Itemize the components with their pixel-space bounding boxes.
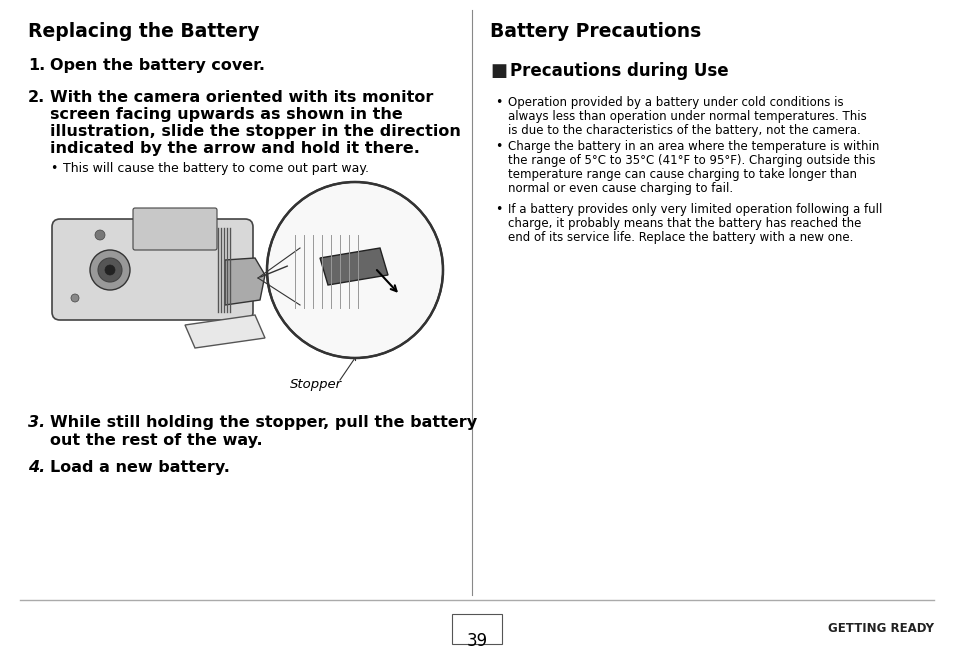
Text: With the camera oriented with its monitor: With the camera oriented with its monito… xyxy=(50,90,433,105)
Text: While still holding the stopper, pull the battery: While still holding the stopper, pull th… xyxy=(50,415,476,430)
Circle shape xyxy=(95,230,105,240)
Text: Operation provided by a battery under cold conditions is: Operation provided by a battery under co… xyxy=(507,96,842,109)
Circle shape xyxy=(98,258,122,282)
Text: temperature range can cause charging to take longer than: temperature range can cause charging to … xyxy=(507,168,856,181)
Circle shape xyxy=(267,182,442,358)
FancyBboxPatch shape xyxy=(452,614,501,644)
Text: illustration, slide the stopper in the direction: illustration, slide the stopper in the d… xyxy=(50,124,460,139)
Text: end of its service life. Replace the battery with a new one.: end of its service life. Replace the bat… xyxy=(507,231,853,244)
Text: is due to the characteristics of the battery, not the camera.: is due to the characteristics of the bat… xyxy=(507,124,860,137)
Text: the range of 5°C to 35°C (41°F to 95°F). Charging outside this: the range of 5°C to 35°C (41°F to 95°F).… xyxy=(507,154,875,167)
FancyBboxPatch shape xyxy=(52,219,253,320)
Circle shape xyxy=(71,294,79,302)
Polygon shape xyxy=(185,315,265,348)
Text: indicated by the arrow and hold it there.: indicated by the arrow and hold it there… xyxy=(50,141,419,156)
FancyBboxPatch shape xyxy=(132,208,216,250)
Text: Precautions during Use: Precautions during Use xyxy=(510,62,728,80)
Text: 4.: 4. xyxy=(28,460,45,475)
Text: 39: 39 xyxy=(466,632,487,646)
Text: This will cause the battery to come out part way.: This will cause the battery to come out … xyxy=(63,162,369,175)
Text: Open the battery cover.: Open the battery cover. xyxy=(50,58,265,73)
Text: charge, it probably means that the battery has reached the: charge, it probably means that the batte… xyxy=(507,217,861,230)
Text: Battery Precautions: Battery Precautions xyxy=(490,22,700,41)
Text: •: • xyxy=(495,203,502,216)
Text: •: • xyxy=(495,140,502,153)
Polygon shape xyxy=(225,258,265,305)
Text: Charge the battery in an area where the temperature is within: Charge the battery in an area where the … xyxy=(507,140,879,153)
Text: If a battery provides only very limited operation following a full: If a battery provides only very limited … xyxy=(507,203,882,216)
Text: 1.: 1. xyxy=(28,58,45,73)
Text: GETTING READY: GETTING READY xyxy=(827,622,933,635)
Text: •: • xyxy=(495,96,502,109)
Text: screen facing upwards as shown in the: screen facing upwards as shown in the xyxy=(50,107,402,122)
Text: Stopper: Stopper xyxy=(290,378,342,391)
Circle shape xyxy=(105,265,115,275)
Polygon shape xyxy=(319,248,388,285)
Text: always less than operation under normal temperatures. This: always less than operation under normal … xyxy=(507,110,866,123)
Text: ■: ■ xyxy=(490,62,506,80)
Text: 3.: 3. xyxy=(28,415,45,430)
Text: •: • xyxy=(50,162,57,175)
Text: Replacing the Battery: Replacing the Battery xyxy=(28,22,259,41)
Text: 2.: 2. xyxy=(28,90,45,105)
Text: normal or even cause charging to fail.: normal or even cause charging to fail. xyxy=(507,182,732,195)
Circle shape xyxy=(90,250,130,290)
Text: Load a new battery.: Load a new battery. xyxy=(50,460,230,475)
Text: out the rest of the way.: out the rest of the way. xyxy=(50,433,262,448)
Polygon shape xyxy=(62,225,240,315)
